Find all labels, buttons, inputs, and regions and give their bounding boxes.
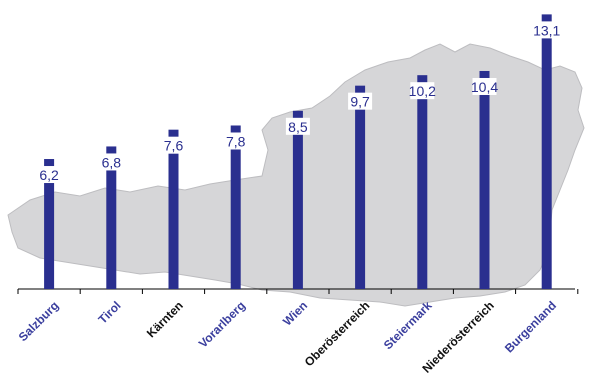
value-label-background xyxy=(410,82,435,100)
bar-niederösterreich xyxy=(479,70,490,289)
value-label: 10,2 xyxy=(409,83,436,99)
value-label-background xyxy=(161,136,186,154)
value-label-background xyxy=(285,117,310,135)
category-label: Vorarlberg xyxy=(196,298,248,350)
value-labels: 6,2 6,8 7,6 7,8 8,5 9,7 10,2 10,4 13,1 xyxy=(37,21,561,184)
value-label: 8,5 xyxy=(288,119,308,135)
category-label: Oberösterreich xyxy=(302,298,373,369)
value-label: 10,4 xyxy=(471,79,498,95)
category-label: Steiermark xyxy=(381,298,435,352)
category-label: Kärnten xyxy=(144,298,186,340)
value-label: 9,7 xyxy=(350,94,370,110)
category-label: Wien xyxy=(280,298,310,328)
value-label: 6,8 xyxy=(102,154,122,170)
category-labels: Salzburg Tirol Kärnten Vorarlberg WienOberös… xyxy=(16,298,559,376)
bar-burgenland xyxy=(541,14,552,289)
category-label: Tirol xyxy=(96,298,124,326)
category-label: Salzburg xyxy=(16,298,62,344)
bar-steiermark xyxy=(417,75,428,289)
value-label-background xyxy=(37,166,62,184)
value-label-background xyxy=(472,77,497,95)
value-label: 6,2 xyxy=(39,167,59,183)
value-label: 13,1 xyxy=(533,22,560,38)
x-axis-ticks xyxy=(17,289,579,294)
value-label-background xyxy=(99,153,124,171)
bar-kärnten xyxy=(168,129,179,289)
value-label: 7,8 xyxy=(226,133,246,149)
bar-tirol xyxy=(106,146,117,289)
value-label-background xyxy=(223,132,248,150)
category-label: Burgenland xyxy=(502,298,559,355)
bar-salzburg xyxy=(44,159,55,289)
bar-wien xyxy=(292,110,303,289)
bar-vorarlberg xyxy=(230,125,241,289)
bar-oberösterreich xyxy=(355,85,366,289)
bar-series xyxy=(44,14,552,289)
value-label-background xyxy=(534,21,559,39)
value-label: 7,6 xyxy=(164,138,184,154)
value-label-background xyxy=(348,92,373,110)
